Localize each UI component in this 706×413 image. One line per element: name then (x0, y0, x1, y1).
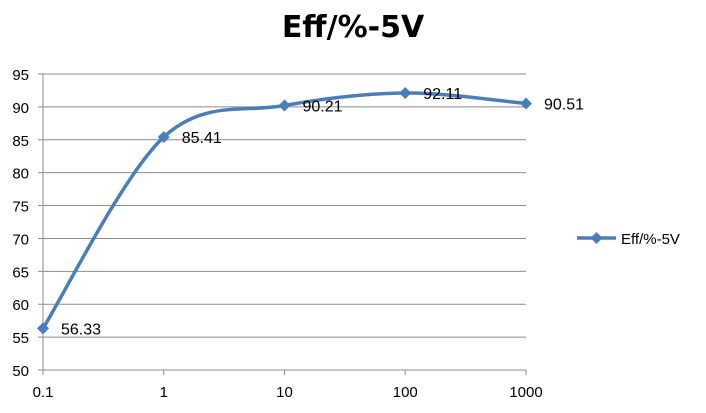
data-point-marker (37, 322, 49, 335)
y-tick-label: 50 (12, 363, 29, 380)
data-point-marker (520, 97, 532, 110)
y-tick-label: 75 (12, 199, 29, 216)
x-tick-labels: 0.1 1 10 100 1000 (33, 384, 543, 401)
axes (38, 73, 527, 375)
y-tick-label: 80 (12, 166, 29, 183)
x-tick-label: 1 (160, 384, 168, 401)
data-label: 90.21 (303, 99, 343, 116)
y-tick-labels: 50 55 60 65 70 75 80 85 90 95 (12, 67, 29, 380)
y-tick-label: 90 (12, 100, 29, 117)
grid-lines (43, 73, 526, 338)
legend: Eff/%-5V (577, 231, 680, 248)
y-tick-label: 55 (12, 330, 29, 347)
data-point-marker (399, 87, 412, 100)
y-tick-label: 60 (12, 297, 29, 314)
data-label: 92.11 (423, 86, 462, 103)
y-tick-label: 65 (12, 264, 29, 281)
data-point-marker (278, 99, 291, 112)
x-tick-label: 100 (393, 384, 418, 401)
data-label: 56.33 (61, 321, 101, 338)
data-point-marker (157, 131, 170, 144)
series-layer (37, 87, 532, 335)
legend-label: Eff/%-5V (621, 231, 680, 248)
y-tick-label: 70 (12, 231, 29, 248)
legend-marker (590, 232, 603, 244)
series-line (41, 91, 527, 330)
data-label: 90.51 (544, 97, 584, 114)
y-tick-label: 85 (12, 133, 29, 150)
data-labels: 56.33 85.41 90.21 92.11 90.51 (61, 86, 584, 338)
x-tick-label: 1000 (509, 384, 542, 401)
x-tick-label: 0.1 (33, 384, 54, 401)
chart-title: Eff/%-5V (281, 10, 425, 45)
data-label: 85.41 (182, 130, 222, 147)
y-tick-label: 95 (12, 67, 29, 84)
x-tick-label: 10 (276, 384, 293, 401)
